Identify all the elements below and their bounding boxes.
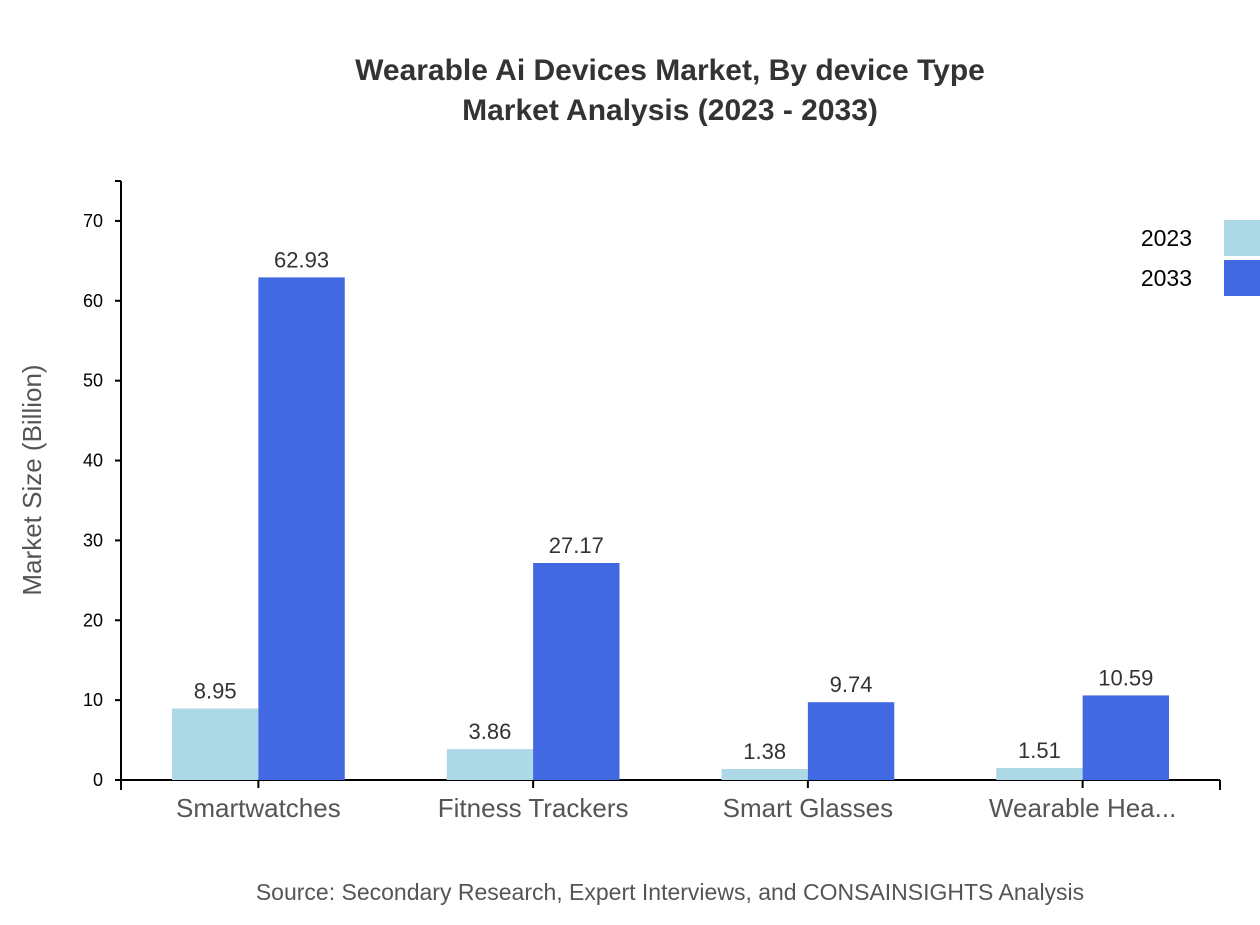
x-tick-label: Wearable Hea... <box>989 793 1176 823</box>
y-axis-label: Market Size (Billion) <box>17 364 47 595</box>
bar-value-label: 10.59 <box>1098 665 1153 690</box>
y-tick-label: 20 <box>83 610 103 630</box>
bar-2033 <box>533 563 620 780</box>
x-tick-label: Smart Glasses <box>723 793 894 823</box>
bar-value-label: 62.93 <box>274 247 329 272</box>
bar-2023 <box>446 749 534 780</box>
bar-2033 <box>258 277 345 780</box>
x-tick-label: Fitness Trackers <box>438 793 629 823</box>
bar-value-label: 27.17 <box>549 533 604 558</box>
y-tick-label: 70 <box>83 211 103 231</box>
y-tick-label: 60 <box>83 291 103 311</box>
bar-value-label: 3.86 <box>469 719 512 744</box>
bar-2023 <box>172 708 259 780</box>
y-tick-label: 10 <box>83 690 103 710</box>
y-tick-label: 0 <box>93 770 103 790</box>
legend-swatch <box>1224 260 1260 296</box>
x-tick-label: Smartwatches <box>176 793 341 823</box>
bar-2023 <box>721 768 808 780</box>
bar-value-label: 1.51 <box>1018 738 1061 763</box>
y-tick-label: 50 <box>83 371 103 391</box>
chart-title: Wearable Ai Devices Market, By device Ty… <box>355 54 985 87</box>
chart-subtitle: Market Analysis (2023 - 2033) <box>462 94 878 127</box>
legend-label: 2023 <box>1141 225 1192 251</box>
bar-value-label: 9.74 <box>830 672 873 697</box>
y-tick-label: 30 <box>83 530 103 550</box>
bar-2023 <box>996 767 1083 780</box>
source-note: Source: Secondary Research, Expert Inter… <box>256 879 1084 905</box>
bar-value-label: 8.95 <box>194 679 237 704</box>
legend-label: 2033 <box>1141 265 1192 291</box>
bar-2033 <box>1082 695 1169 780</box>
bar-value-label: 1.38 <box>743 739 786 764</box>
legend-swatch <box>1224 220 1260 256</box>
bar-2033 <box>807 702 895 780</box>
y-tick-label: 40 <box>83 451 103 471</box>
